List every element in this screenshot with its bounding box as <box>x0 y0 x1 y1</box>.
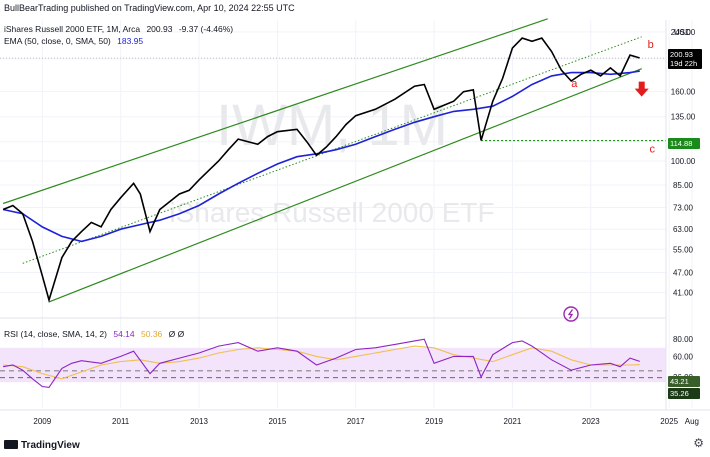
rsi-line <box>3 338 640 388</box>
ema-legend[interactable]: EMA (50, close, 0, SMA, 50) 183.95 <box>4 36 143 46</box>
rsi-levels <box>0 370 666 379</box>
price-tick-label: 240.00 <box>671 28 696 37</box>
watermark: IWM, 1M iShares Russell 2000 ETF <box>169 93 494 228</box>
price-tick-label: 160.00 <box>671 88 696 97</box>
rsi-level-tag-2: 35.26 <box>668 388 700 399</box>
time-tick-label: 2019 <box>425 417 443 426</box>
time-tick-label: Aug <box>685 417 699 426</box>
tradingview-label: TradingView <box>21 440 80 451</box>
price-tick-label: 55.00 <box>673 245 694 254</box>
currency-label[interactable]: USD <box>674 28 691 37</box>
tradingview-branding[interactable]: TradingView <box>4 440 80 451</box>
annotation-b: b <box>648 39 654 51</box>
price-tick-label: 63.00 <box>673 225 694 234</box>
publisher-line: BullBearTrading published on TradingView… <box>4 3 295 13</box>
ema-legend-title: EMA (50, close, 0, SMA, 50) <box>4 36 111 46</box>
down-arrow-icon <box>634 81 649 97</box>
rsi-legend-title: RSI (14, close, SMA, 14, 2) <box>4 329 107 339</box>
rsi-tick-label: 60.00 <box>673 352 694 361</box>
time-tick-label: 2021 <box>504 417 522 426</box>
gridlines <box>0 20 693 408</box>
rsi-legend-extra: Ø Ø <box>168 329 185 339</box>
time-tick-label: 2017 <box>347 417 365 426</box>
time-tick-label: 2025 <box>660 417 678 426</box>
price-tick-label: 41.00 <box>673 289 694 298</box>
last-price-value: 200.93 <box>670 50 693 59</box>
rsi-ma-line <box>3 345 640 380</box>
time-axis[interactable]: 2009 2011 2013 2015 2017 2019 2021 2023 2025 Aug <box>33 417 699 426</box>
alert-icon[interactable] <box>563 306 579 322</box>
rsi-series-group <box>3 338 640 388</box>
price-line <box>2 37 641 303</box>
channel-upper-line <box>2 18 548 205</box>
time-tick-label: 2009 <box>33 417 51 426</box>
trend-channel[interactable] <box>2 18 666 303</box>
rsi-legend[interactable]: RSI (14, close, SMA, 14, 2) 54.14 50.36 … <box>4 329 184 339</box>
rsi-band <box>0 347 666 383</box>
main-legend-title: iShares Russell 2000 ETF, 1M, Arca <box>4 24 141 34</box>
rsi-legend-ma-value: 50.36 <box>141 329 163 339</box>
annotation-a: a <box>571 78 578 90</box>
main-legend-value: 200.93 <box>146 24 173 34</box>
price-tick-label: 85.00 <box>673 181 694 190</box>
time-tick-label: 2011 <box>112 417 130 426</box>
ema-legend-value: 183.95 <box>117 36 144 46</box>
annotations: a b c <box>563 39 656 322</box>
time-tick-label: 2023 <box>582 417 600 426</box>
price-tick-label: 135.00 <box>671 113 696 122</box>
main-legend[interactable]: iShares Russell 2000 ETF, 1M, Arca 200.9… <box>4 24 233 34</box>
bar-countdown: 19d 22h <box>670 59 698 68</box>
channel-lower-line <box>48 68 642 303</box>
rsi-legend-value: 54.14 <box>113 329 135 339</box>
c-level-tag: 114.88 <box>668 138 700 149</box>
price-tick-label: 100.00 <box>671 157 696 166</box>
rsi-tick-label: 80.00 <box>673 335 694 344</box>
rsi-level-tag-1: 43.21 <box>668 376 700 387</box>
ema-line <box>2 70 640 243</box>
watermark-name: iShares Russell 2000 ETF <box>169 197 494 228</box>
time-tick-label: 2015 <box>268 417 286 426</box>
last-price-tag: 200.93 19d 22h <box>668 49 702 69</box>
tradingview-logo-icon <box>4 440 18 449</box>
price-tick-label: 73.00 <box>673 203 694 212</box>
price-tick-label: 47.00 <box>673 268 694 277</box>
watermark-symbol: IWM, 1M <box>216 93 448 158</box>
main-legend-change: -9.37 (-4.46%) <box>178 24 234 34</box>
gear-icon[interactable]: ⚙ <box>693 436 704 450</box>
time-tick-label: 2013 <box>190 417 208 426</box>
price-series-group <box>0 37 666 303</box>
annotation-c: c <box>650 143 656 155</box>
